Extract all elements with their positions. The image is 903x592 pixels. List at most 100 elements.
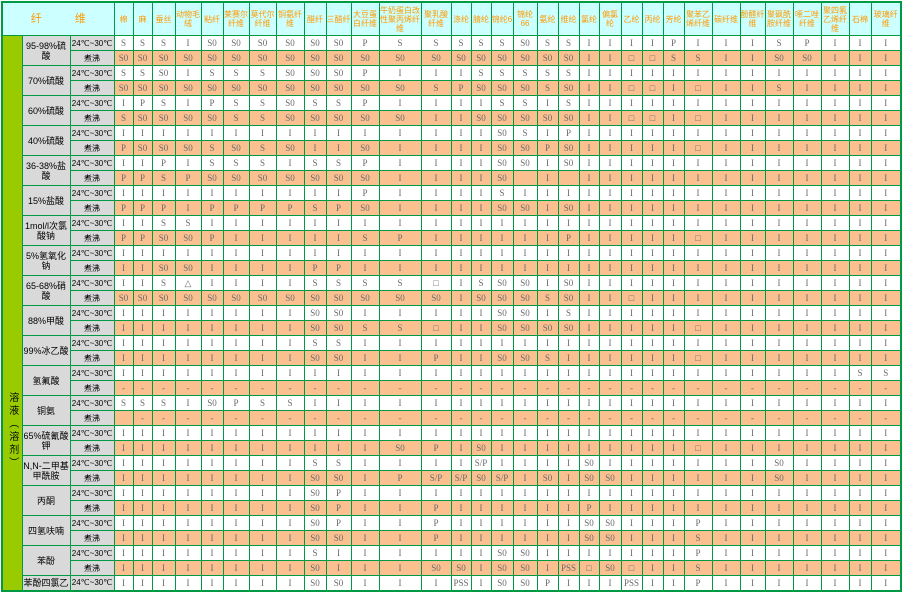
- condition-cell: 煮沸: [69, 560, 115, 576]
- value-cell: I: [641, 365, 664, 381]
- value-cell: I: [641, 575, 664, 591]
- fiber-header-cell: 粘纤: [200, 1, 224, 36]
- value-cell: I: [350, 395, 380, 411]
- value-cell: I: [870, 500, 902, 516]
- value-cell: I: [470, 545, 492, 561]
- value-cell: I: [200, 455, 224, 471]
- value-cell: I: [113, 125, 134, 141]
- value-cell: I: [683, 125, 713, 141]
- value-cell: I: [200, 320, 224, 336]
- value-cell: I: [711, 440, 741, 456]
- value-cell: I: [848, 230, 872, 246]
- value-cell: I: [378, 515, 422, 531]
- value-cell: I: [450, 65, 472, 81]
- condition-cell: 24℃~30℃: [69, 185, 115, 201]
- value-cell: I: [641, 215, 664, 231]
- value-cell: I: [739, 350, 766, 366]
- value-cell: I: [470, 95, 492, 111]
- value-cell: I: [536, 560, 559, 576]
- value-cell: I: [420, 305, 452, 321]
- value-cell: I: [450, 260, 472, 276]
- value-cell: I: [200, 185, 224, 201]
- value-cell: I: [275, 515, 305, 531]
- value-cell: I: [739, 485, 766, 501]
- value-cell: I: [151, 530, 176, 546]
- value-cell: I: [711, 485, 741, 501]
- value-cell: P: [132, 230, 153, 246]
- value-cell: S: [151, 395, 176, 411]
- value-cell: I: [683, 260, 713, 276]
- value-cell: I: [420, 455, 452, 471]
- value-cell: I: [739, 140, 766, 156]
- value-cell: I: [848, 170, 872, 186]
- value-cell: I: [683, 335, 713, 351]
- value-cell: S: [222, 155, 250, 171]
- value-cell: -: [200, 380, 224, 396]
- value-cell: I: [820, 125, 850, 141]
- value-cell: I: [200, 470, 224, 486]
- value-cell: I: [683, 35, 713, 51]
- value-cell: I: [764, 515, 794, 531]
- value-cell: S: [151, 170, 176, 186]
- table-row: 煮沸 I I S0 S0 I I I I P P I I I I I I I I I I I I I I I I I I I I I I: [2, 260, 902, 276]
- value-cell: I: [848, 215, 872, 231]
- value-cell: I: [536, 335, 559, 351]
- value-cell: -: [248, 410, 277, 426]
- value-cell: I: [248, 215, 277, 231]
- value-cell: PSS: [557, 560, 580, 576]
- value-cell: I: [303, 395, 327, 411]
- value-cell: I: [248, 275, 277, 291]
- value-cell: I: [711, 125, 741, 141]
- value-cell: P: [325, 485, 352, 501]
- value-cell: -: [490, 410, 514, 426]
- value-cell: S0: [490, 110, 514, 126]
- value-cell: S0: [303, 170, 327, 186]
- value-cell: I: [764, 185, 794, 201]
- value-cell: I: [450, 320, 472, 336]
- value-cell: I: [739, 155, 766, 171]
- value-cell: I: [350, 215, 380, 231]
- value-cell: P: [450, 80, 472, 96]
- value-cell: -: [350, 410, 380, 426]
- value-cell: I: [420, 485, 452, 501]
- value-cell: I: [113, 320, 134, 336]
- value-cell: S/P: [420, 470, 452, 486]
- value-cell: [557, 170, 580, 186]
- value-cell: I: [662, 485, 685, 501]
- value-cell: I: [739, 335, 766, 351]
- value-cell: I: [200, 305, 224, 321]
- value-cell: I: [248, 440, 277, 456]
- table-row: 煮沸 I I I I I I I I I I I S0 P I S0 I I I I I I I I I □ I I I I I I I: [2, 440, 902, 456]
- value-cell: S0: [325, 65, 352, 81]
- value-cell: S: [303, 200, 327, 216]
- value-cell: I: [620, 230, 643, 246]
- value-cell: I: [739, 95, 766, 111]
- value-cell: I: [683, 395, 713, 411]
- value-cell: S: [683, 50, 713, 66]
- value-cell: I: [113, 530, 134, 546]
- value-cell: S0: [490, 200, 514, 216]
- value-cell: S: [536, 350, 559, 366]
- value-cell: I: [598, 155, 622, 171]
- value-cell: I: [820, 440, 850, 456]
- value-cell: S0: [470, 440, 492, 456]
- value-cell: -: [174, 410, 202, 426]
- chemical-name-cell: 5%氢氧化钠: [21, 245, 71, 276]
- value-cell: S0: [512, 560, 538, 576]
- value-cell: I: [378, 455, 422, 471]
- value-cell: I: [792, 125, 822, 141]
- value-cell: I: [132, 215, 153, 231]
- value-cell: □: [683, 350, 713, 366]
- value-cell: I: [578, 170, 600, 186]
- value-cell: P: [275, 200, 305, 216]
- value-cell: I: [512, 395, 538, 411]
- value-cell: I: [470, 425, 492, 441]
- value-cell: S0: [222, 50, 250, 66]
- value-cell: I: [536, 230, 559, 246]
- value-cell: I: [536, 200, 559, 216]
- value-cell: I: [132, 575, 153, 591]
- value-cell: I: [248, 560, 277, 576]
- value-cell: I: [113, 455, 134, 471]
- value-cell: I: [711, 320, 741, 336]
- value-cell: S0: [350, 110, 380, 126]
